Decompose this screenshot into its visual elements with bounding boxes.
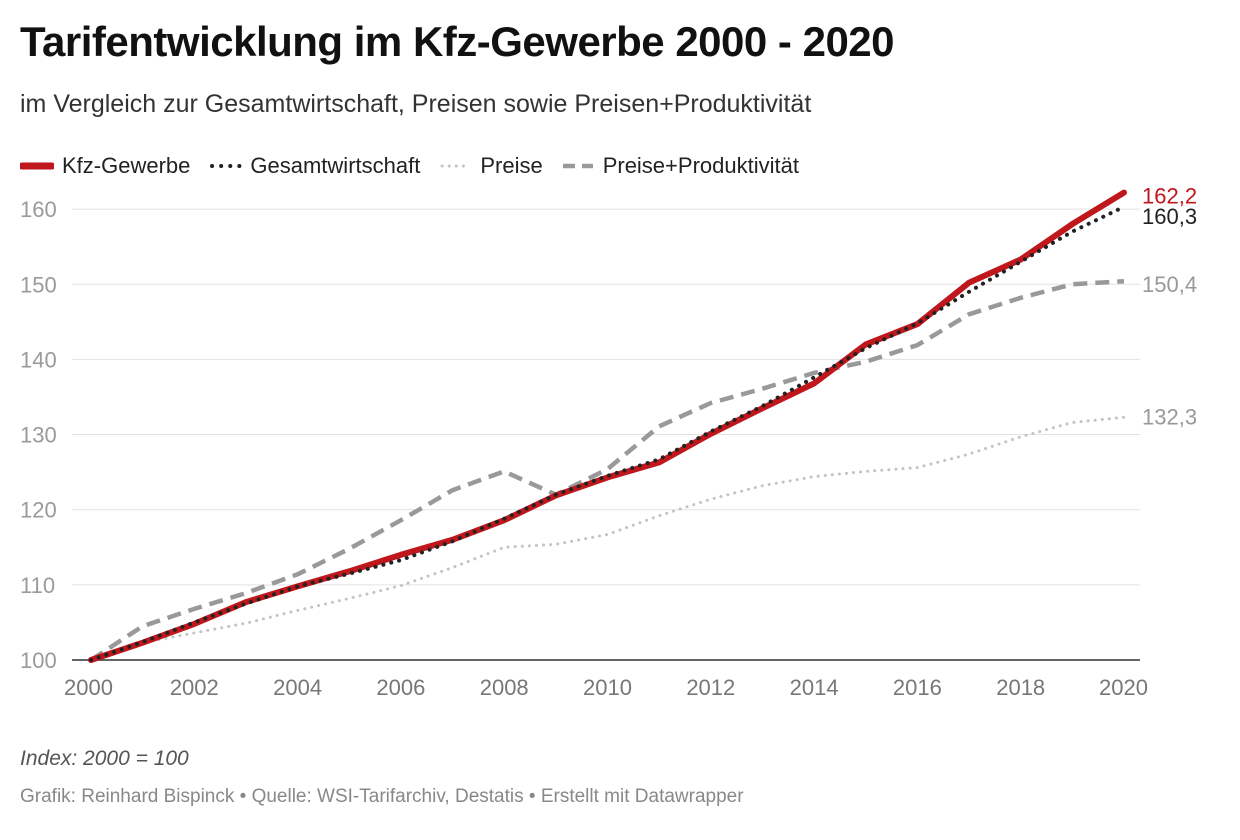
y-tick-label: 110 [20, 573, 55, 598]
y-tick-label: 150 [20, 272, 57, 297]
x-tick-label: 2000 [64, 675, 113, 700]
x-tick-label: 2018 [996, 675, 1045, 700]
y-tick-label: 120 [20, 498, 57, 523]
x-tick-label: 2012 [686, 675, 735, 700]
chart-title: Tarifentwicklung im Kfz-Gewerbe 2000 - 2… [20, 18, 895, 65]
y-tick-label: 140 [20, 347, 57, 372]
x-tick-label: 2014 [790, 675, 839, 700]
x-tick-label: 2020 [1099, 675, 1148, 700]
source-credit: Grafik: Reinhard Bispinck • Quelle: WSI-… [20, 786, 744, 807]
x-tick-label: 2008 [480, 675, 529, 700]
x-tick-label: 2006 [376, 675, 425, 700]
legend-label-preise-produktivitaet: Preise+Produktivität [602, 153, 799, 178]
legend-swatch-preise-produktivitaet [562, 163, 593, 169]
end-label-kfz-gewerbe: 162,2 [1142, 184, 1197, 209]
legend-label-kfz: Kfz-Gewerbe [62, 153, 191, 178]
legend-item-preise-produktivitaet: Preise+Produktivität [561, 153, 799, 179]
legend-swatch-kfz [20, 162, 54, 170]
series-line-gesamtwirtschaft [89, 204, 1126, 662]
y-tick-label: 130 [20, 423, 57, 448]
chart-subtitle: im Vergleich zur Gesamtwirtschaft, Preis… [20, 90, 812, 118]
y-tick-label: 100 [20, 648, 57, 673]
index-note: Index: 2000 = 100 [20, 747, 189, 770]
end-label-preise: 132,3 [1142, 404, 1197, 429]
legend-item-preise: Preise [438, 153, 543, 179]
legend-label-preise: Preise [480, 153, 543, 178]
end-label-gesamtwirtschaft: 160,3 [1142, 204, 1197, 229]
legend-item-kfz: Kfz-Gewerbe [20, 153, 190, 179]
x-tick-label: 2016 [893, 675, 942, 700]
x-tick-label: 2002 [170, 675, 219, 700]
end-label-preise-produktivitaet: 150,4 [1142, 272, 1197, 297]
series-line-preise-produktivitaet [89, 278, 1125, 662]
x-tick-label: 2010 [583, 675, 632, 700]
chart-legend: Kfz-Gewerbe Gesamtwirtschaft Preise Prei… [20, 150, 817, 182]
legend-label-gesamtwirtschaft: Gesamtwirtschaft [250, 153, 421, 178]
legend-swatch-preise [440, 164, 472, 168]
series-line-preise [89, 415, 1126, 662]
x-tick-label: 2004 [273, 675, 322, 700]
y-tick-label: 160 [20, 197, 57, 222]
series-line-kfz-gewerbe [88, 189, 1127, 663]
legend-item-gesamtwirtschaft: Gesamtwirtschaft [208, 153, 420, 179]
